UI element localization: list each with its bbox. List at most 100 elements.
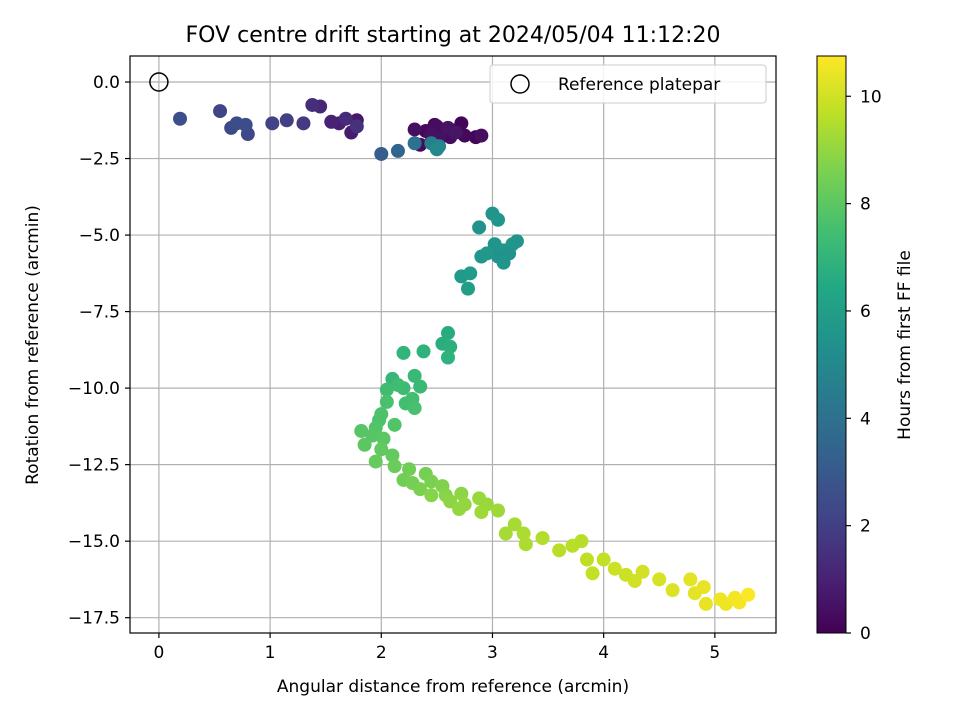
data-point	[407, 401, 422, 416]
y-axis: 0.0 −2.5 −5.0 −7.5 −10.0 −12.5 −15.0 −17.5	[68, 73, 130, 629]
colorbar-tick-label: 8	[860, 195, 871, 215]
data-point	[416, 344, 431, 359]
data-point	[741, 587, 756, 602]
data-point	[305, 97, 320, 112]
data-point	[429, 142, 444, 157]
data-point	[354, 423, 369, 438]
colorbar-tick-label: 10	[860, 87, 882, 107]
x-tick-label: 1	[265, 643, 276, 663]
data-point	[279, 113, 294, 128]
data-point	[585, 566, 600, 581]
data-point	[402, 462, 417, 477]
y-tick-label: −15.0	[68, 532, 120, 552]
data-point	[385, 448, 400, 463]
y-tick-label: −12.5	[68, 456, 120, 476]
data-point	[424, 488, 439, 503]
data-point	[365, 428, 380, 443]
data-point	[407, 368, 422, 383]
colorbar-tick-label: 4	[860, 409, 871, 429]
data-point	[413, 379, 428, 394]
data-point	[491, 503, 506, 518]
data-point	[407, 136, 422, 151]
data-point	[461, 281, 476, 296]
y-tick-label: −10.0	[68, 379, 120, 399]
grid-lines	[130, 56, 776, 633]
colorbar-tick-label: 6	[860, 302, 871, 322]
data-point	[338, 111, 353, 126]
data-point	[448, 125, 463, 140]
x-tick-label: 5	[709, 643, 720, 663]
data-point	[491, 212, 506, 227]
data-point	[696, 580, 711, 595]
x-tick-label: 2	[376, 643, 387, 663]
data-point	[698, 596, 713, 611]
data-point	[379, 394, 394, 409]
x-axis-label: Angular distance from reference (arcmin)	[277, 677, 629, 697]
data-point	[424, 474, 439, 489]
data-point	[229, 116, 244, 131]
reference-point	[149, 72, 169, 92]
data-point	[368, 454, 383, 469]
legend-entry: Reference platepar	[558, 75, 720, 95]
data-point	[535, 531, 550, 546]
data-point	[518, 537, 533, 552]
data-point	[407, 122, 422, 137]
data-point	[390, 143, 405, 158]
data-point	[374, 146, 389, 161]
data-point	[379, 382, 394, 397]
x-tick-label: 3	[487, 643, 498, 663]
colorbar-tick-label: 0	[860, 624, 871, 644]
data-point	[496, 255, 511, 270]
data-point	[463, 266, 478, 281]
data-point	[443, 339, 458, 354]
data-point	[683, 572, 698, 587]
data-point	[479, 246, 494, 261]
colorbar-ticks: 0 2 4 6 8 10	[846, 87, 882, 644]
data-point	[387, 459, 402, 474]
data-point	[516, 526, 531, 541]
legend: Reference platepar	[489, 64, 767, 104]
data-point	[173, 111, 188, 126]
data-point	[324, 114, 339, 129]
legend-box	[489, 64, 767, 104]
data-point	[498, 526, 513, 541]
data-point	[357, 437, 372, 452]
colorbar-label: Hours from first FF file	[895, 250, 915, 440]
data-point	[454, 486, 469, 501]
data-point	[265, 116, 280, 131]
legend-marker	[510, 74, 530, 94]
data-point	[635, 564, 650, 579]
data-point	[349, 119, 364, 134]
y-axis-label: Rotation from reference (arcmin)	[23, 205, 43, 485]
y-tick-label: −2.5	[79, 150, 120, 170]
data-points	[173, 97, 756, 611]
colorbar-gradient	[816, 55, 847, 634]
data-point	[374, 442, 389, 457]
colorbar: 0 2 4 6 8 10 Hours from first FF file	[816, 55, 915, 644]
x-tick-label: 4	[598, 643, 609, 663]
colorbar-tick-label: 2	[860, 517, 871, 537]
data-point	[574, 534, 589, 549]
y-tick-label: −17.5	[68, 609, 120, 629]
y-tick-label: 0.0	[93, 73, 120, 93]
data-point	[413, 482, 428, 497]
data-point	[579, 552, 594, 567]
data-point	[472, 220, 487, 235]
y-tick-label: −5.0	[79, 226, 120, 246]
x-tick-label: 0	[153, 643, 164, 663]
data-point	[390, 378, 405, 393]
data-point	[387, 417, 402, 432]
data-point	[440, 326, 455, 341]
data-point	[607, 561, 622, 576]
y-tick-label: −7.5	[79, 303, 120, 323]
data-point	[474, 128, 489, 143]
data-point	[452, 502, 467, 517]
data-point	[552, 543, 567, 558]
data-point	[665, 583, 680, 598]
chart-title: FOV centre drift starting at 2024/05/04 …	[186, 23, 721, 48]
data-point	[627, 573, 642, 588]
plot-frame	[129, 55, 777, 634]
data-point	[652, 572, 667, 587]
data-point	[376, 431, 391, 446]
